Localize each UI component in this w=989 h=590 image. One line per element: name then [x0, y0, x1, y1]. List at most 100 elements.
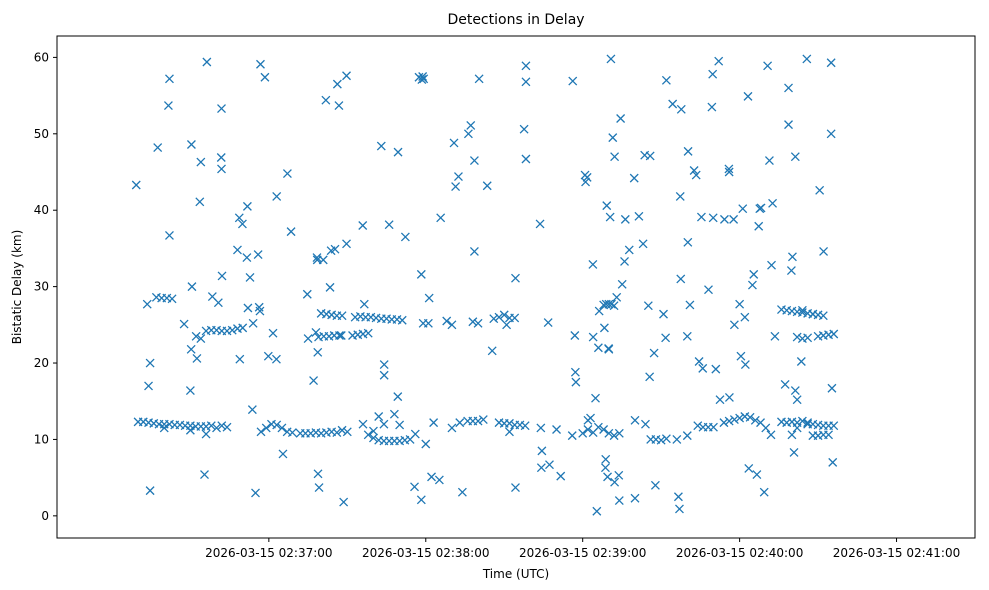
data-point — [600, 463, 610, 473]
data-point — [673, 492, 683, 502]
data-point — [629, 173, 639, 183]
data-point — [179, 319, 189, 329]
data-point — [537, 446, 547, 456]
data-point — [813, 331, 823, 341]
data-point — [519, 124, 529, 134]
x-axis-label: Time (UTC) — [482, 567, 549, 581]
data-point — [416, 495, 426, 505]
data-point — [419, 74, 429, 84]
data-point — [131, 180, 141, 190]
data-point — [336, 331, 346, 340]
data-point — [303, 334, 313, 344]
data-point — [698, 363, 708, 373]
data-point — [570, 331, 580, 340]
data-point — [463, 129, 473, 139]
data-point — [469, 156, 479, 166]
data-point — [792, 423, 802, 433]
data-point — [545, 460, 554, 470]
data-point — [309, 376, 319, 386]
data-point — [217, 271, 227, 281]
data-point — [200, 470, 209, 480]
data-point — [759, 487, 769, 497]
data-point — [661, 75, 671, 85]
data-point — [586, 413, 595, 423]
data-point — [659, 309, 668, 319]
data-point — [630, 493, 640, 503]
data-point — [592, 506, 602, 516]
data-point — [707, 102, 717, 112]
data-point — [607, 299, 616, 309]
data-point — [332, 428, 342, 438]
data-point — [571, 377, 581, 387]
data-point — [196, 157, 206, 167]
data-point — [552, 425, 561, 434]
data-point — [192, 353, 202, 363]
data-point — [599, 425, 609, 434]
data-point — [682, 431, 692, 441]
data-point — [358, 221, 368, 230]
data-point — [604, 428, 614, 438]
data-point — [505, 427, 514, 437]
chart-title: Detections in Delay — [447, 12, 584, 28]
data-point — [638, 239, 648, 249]
data-point — [255, 306, 265, 316]
data-point — [643, 301, 653, 311]
data-point — [620, 214, 630, 224]
data-point — [417, 75, 427, 85]
data-point — [787, 430, 797, 440]
data-point — [672, 434, 682, 444]
data-point — [594, 306, 604, 316]
data-point — [418, 72, 428, 81]
data-point — [610, 152, 620, 162]
y-tick-label: 10 — [34, 432, 49, 446]
data-point — [685, 300, 695, 310]
data-point — [363, 328, 373, 338]
data-point — [311, 328, 321, 337]
data-point — [272, 420, 282, 430]
data-point — [704, 285, 713, 295]
data-point — [826, 58, 836, 68]
data-point — [608, 133, 618, 143]
data-point — [521, 154, 531, 164]
data-point — [605, 212, 615, 222]
data-point — [379, 370, 389, 380]
data-point — [421, 439, 431, 449]
data-point — [803, 333, 813, 343]
x-axis-ticks: 2026-03-15 02:37:00 2026-03-15 02:38:00 20… — [205, 538, 960, 560]
data-point — [384, 220, 394, 230]
data-point — [278, 449, 288, 459]
data-point — [797, 305, 807, 315]
data-point — [661, 333, 671, 343]
data-point — [588, 332, 598, 342]
data-point — [342, 239, 351, 249]
data-point — [312, 253, 322, 263]
data-point — [457, 487, 467, 497]
data-point — [593, 343, 603, 353]
data-point — [153, 143, 163, 153]
data-point — [792, 332, 802, 342]
data-point — [567, 431, 577, 441]
data-point — [487, 346, 497, 356]
data-point — [442, 316, 452, 326]
data-point — [451, 182, 461, 191]
data-point — [186, 344, 196, 354]
data-point — [708, 213, 718, 223]
data-point — [724, 167, 734, 177]
data-point — [784, 120, 793, 130]
data-point — [829, 329, 839, 339]
data-point — [593, 422, 603, 432]
data-point — [784, 83, 793, 93]
data-point — [790, 152, 800, 162]
data-point — [729, 415, 739, 425]
data-point — [325, 282, 335, 292]
data-point — [609, 301, 619, 311]
data-point — [616, 114, 626, 123]
x-tick-label: 2026-03-15 02:37:00 — [205, 546, 332, 560]
data-point — [238, 323, 248, 333]
data-point — [743, 91, 753, 101]
data-point — [787, 252, 797, 262]
data-point — [614, 428, 624, 438]
data-point — [683, 237, 693, 247]
data-point — [601, 454, 611, 464]
data-point — [724, 416, 734, 426]
